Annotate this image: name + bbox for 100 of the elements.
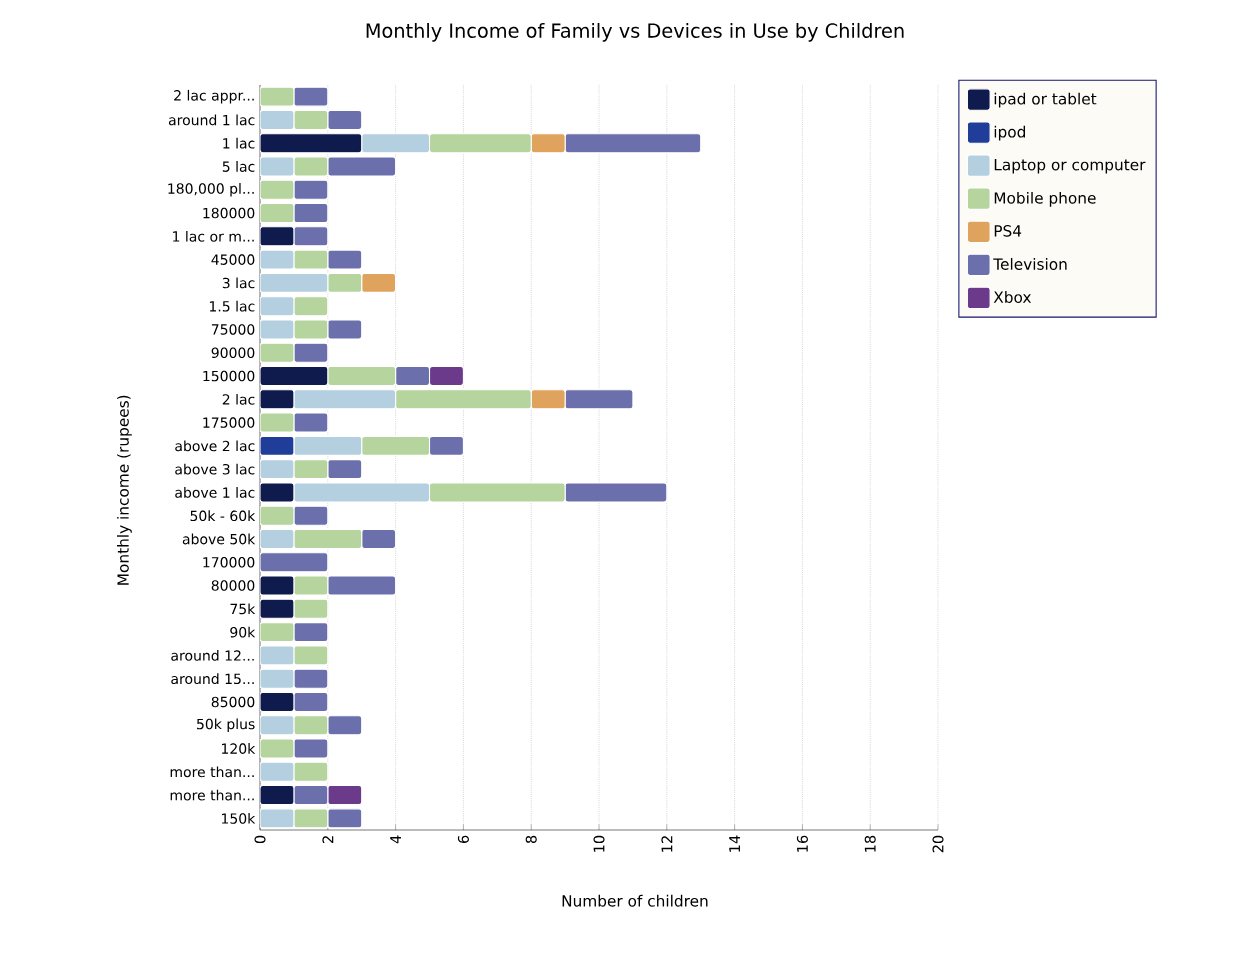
bar [260,552,329,573]
y-tick-label: above 3 lac [175,463,255,475]
y-tick-label: above 2 lac [175,440,255,452]
y-tick-label: above 1 lac [175,487,255,498]
bar [260,785,295,806]
bar [260,296,295,317]
bar [293,296,329,317]
bar [260,528,295,550]
bar [293,528,363,550]
y-tick-label: 170000 [203,556,255,568]
legend-label: ipod [994,125,1026,141]
y-tick-label: more than... [170,789,254,801]
bar [260,691,295,712]
x-tick-label: 2 [322,836,334,843]
bar [293,226,329,247]
y-tick-label: 150000 [203,370,255,382]
bar [293,179,329,200]
y-tick-label: above 50k [182,533,256,545]
bar [293,342,329,363]
bar [428,365,464,387]
y-tick-label: more than... [170,766,254,778]
y-tick-label: around 1 lac [168,114,255,126]
bar [395,365,431,387]
bar [293,785,329,806]
x-tick-label: 0 [254,835,266,844]
bar [293,435,363,456]
y-tick-label: 1.5 lac [209,300,255,312]
bar [293,389,397,410]
y-tick-label: 80000 [211,580,255,591]
y-tick-label: 175000 [203,417,255,428]
bar [260,622,295,643]
y-tick-label: 5 lac [222,161,255,172]
x-axis-title: Number of children [562,894,708,907]
legend-label: Laptop or computer [994,159,1146,174]
y-tick-label: 50k plus [197,718,255,733]
bar [260,365,329,387]
bar [260,133,363,154]
legend-label: PS4 [994,225,1022,237]
y-tick-label: 75k [230,603,256,615]
y-tick-label: 1 lac or m... [173,230,254,242]
x-tick-label: 4 [390,835,401,844]
bar [361,435,431,456]
y-tick-label: 120k [221,743,256,754]
bar [293,505,329,526]
bar [361,528,397,550]
bar [260,761,295,782]
legend-label: Mobile phone [994,191,1096,207]
bar [293,691,329,712]
y-tick-label: 2 lac [222,393,255,405]
bar [260,272,329,293]
bar [293,715,329,736]
bar [327,272,363,293]
bar [260,459,295,480]
bar [327,785,363,806]
y-tick-label: 180000 [203,207,255,219]
y-tick-label: around 12... [171,649,254,661]
bar [260,203,295,224]
bar [293,598,329,619]
bar [361,133,431,154]
bar [293,622,329,643]
bar [361,272,397,293]
y-axis-title: Monthly income (rupees) [116,395,132,585]
y-tick-label: 2 lac appr... [174,89,254,104]
x-tick-label: 16 [796,835,808,852]
x-tick-label: 20 [932,835,944,853]
bar [260,505,295,526]
chart-title: Monthly Income of Family vs Devices in Use by Children [366,22,904,42]
x-tick-label: 18 [864,835,876,852]
y-tick-label: around 15... [171,673,254,685]
y-tick-label: 50k - 60k [190,510,256,522]
bar [327,715,363,736]
legend-label: Xbox [993,291,1032,303]
bar [293,109,329,130]
bar [260,389,295,410]
bar [327,459,363,480]
bar [564,133,702,154]
x-tick-label: 10 [593,835,605,852]
bar [564,389,634,410]
bar [260,342,295,363]
bar [428,133,532,154]
bar [327,109,363,130]
bar [293,668,329,689]
bar [260,598,295,619]
x-tick-label: 12 [661,836,673,852]
x-tick-label: 14 [729,835,740,852]
bar [260,179,295,200]
bar [293,459,329,480]
bar [260,109,295,130]
y-tick-label: 3 lac [222,277,255,289]
x-tick-label: 8 [525,835,537,844]
x-tick-label: 6 [457,835,469,844]
legend-label: Television [993,258,1067,270]
bar [260,226,295,247]
y-tick-label: 45000 [211,254,255,265]
bar [428,435,464,456]
bar [395,389,532,410]
y-tick-label: 75000 [211,324,255,335]
y-tick-label: 90k [230,626,256,638]
bar [293,761,329,782]
bar [260,668,295,689]
